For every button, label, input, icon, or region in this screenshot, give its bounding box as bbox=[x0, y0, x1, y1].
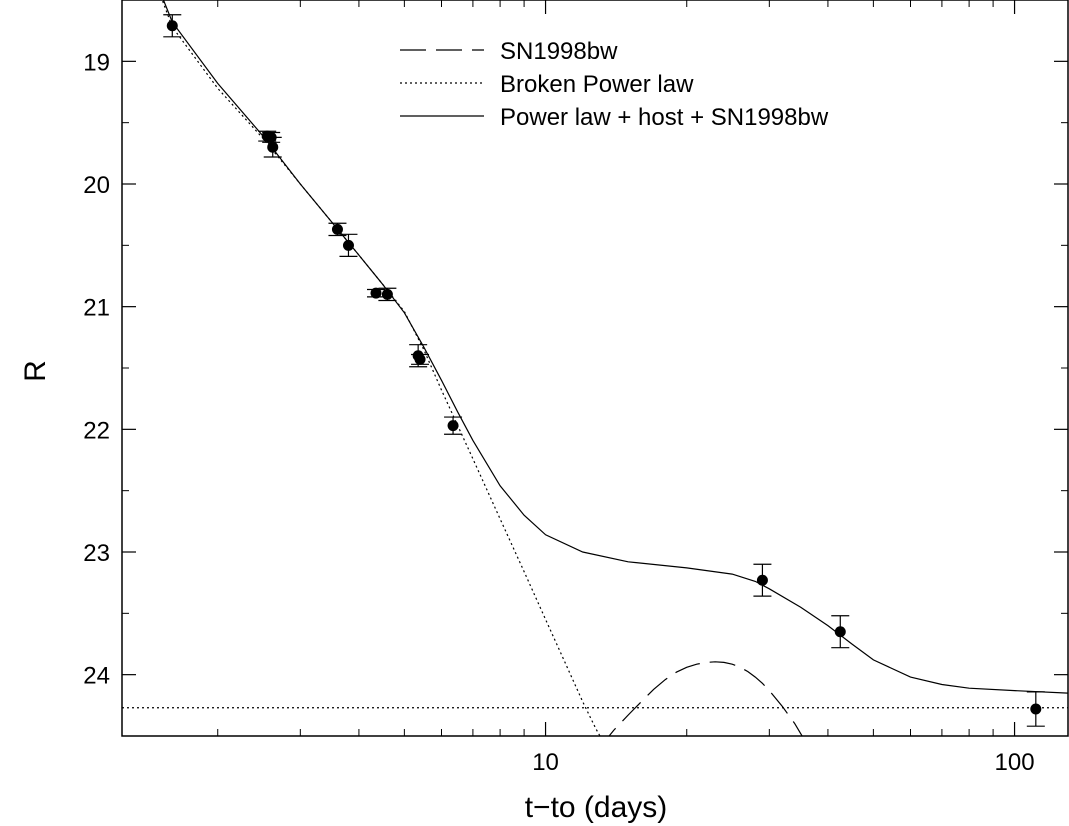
data-point bbox=[1026, 691, 1045, 727]
x-tick-label: 100 bbox=[995, 749, 1035, 776]
y-tick-label: 22 bbox=[83, 417, 110, 444]
y-tick-label: 19 bbox=[83, 49, 110, 76]
data-point-marker bbox=[331, 223, 343, 235]
data-point-marker bbox=[267, 141, 279, 153]
x-tick-label: 10 bbox=[532, 749, 559, 776]
data-point-marker bbox=[342, 239, 354, 251]
data-point bbox=[378, 287, 397, 302]
y-tick-label: 21 bbox=[83, 295, 110, 322]
data-point bbox=[263, 136, 282, 158]
legend-item: SN1998bw bbox=[400, 38, 618, 65]
data-point-marker bbox=[447, 420, 459, 432]
data-point-marker bbox=[1030, 703, 1042, 715]
legend-label: Power law + host + SN1998bw bbox=[500, 104, 829, 131]
legend: SN1998bw Broken Power law Power law + host… bbox=[400, 38, 829, 131]
data-point bbox=[831, 615, 850, 649]
data-point bbox=[339, 233, 358, 257]
y-axis-title: R bbox=[19, 360, 52, 382]
data-point bbox=[328, 222, 347, 237]
data-point-marker bbox=[381, 288, 393, 300]
data-point-marker bbox=[370, 287, 382, 299]
legend-item: Broken Power law bbox=[400, 71, 694, 98]
plot-frame bbox=[121, 0, 1069, 737]
y-tick-label: 23 bbox=[83, 540, 110, 567]
legend-item: Power law + host + SN1998bw bbox=[400, 104, 829, 131]
y-tick-label: 24 bbox=[83, 663, 110, 690]
data-point-marker bbox=[834, 626, 846, 638]
axis-ticks: 10 100 19 20 21 22 23 24 bbox=[83, 0, 1068, 776]
y-tick-label: 20 bbox=[83, 172, 110, 199]
series-line-1 bbox=[608, 661, 803, 736]
legend-label: Broken Power law bbox=[500, 71, 694, 98]
data-point bbox=[163, 14, 182, 38]
data-point bbox=[444, 416, 463, 435]
data-point-marker bbox=[166, 20, 178, 32]
data-point-marker bbox=[756, 574, 768, 586]
legend-label: SN1998bw bbox=[500, 38, 618, 65]
data-point bbox=[753, 563, 772, 597]
data-points bbox=[163, 14, 1045, 727]
data-point bbox=[367, 287, 386, 299]
data-point-marker bbox=[414, 353, 426, 365]
series-line-3 bbox=[162, 0, 1068, 694]
x-axis-title: t−to (days) bbox=[525, 791, 668, 824]
data-point bbox=[411, 353, 430, 365]
